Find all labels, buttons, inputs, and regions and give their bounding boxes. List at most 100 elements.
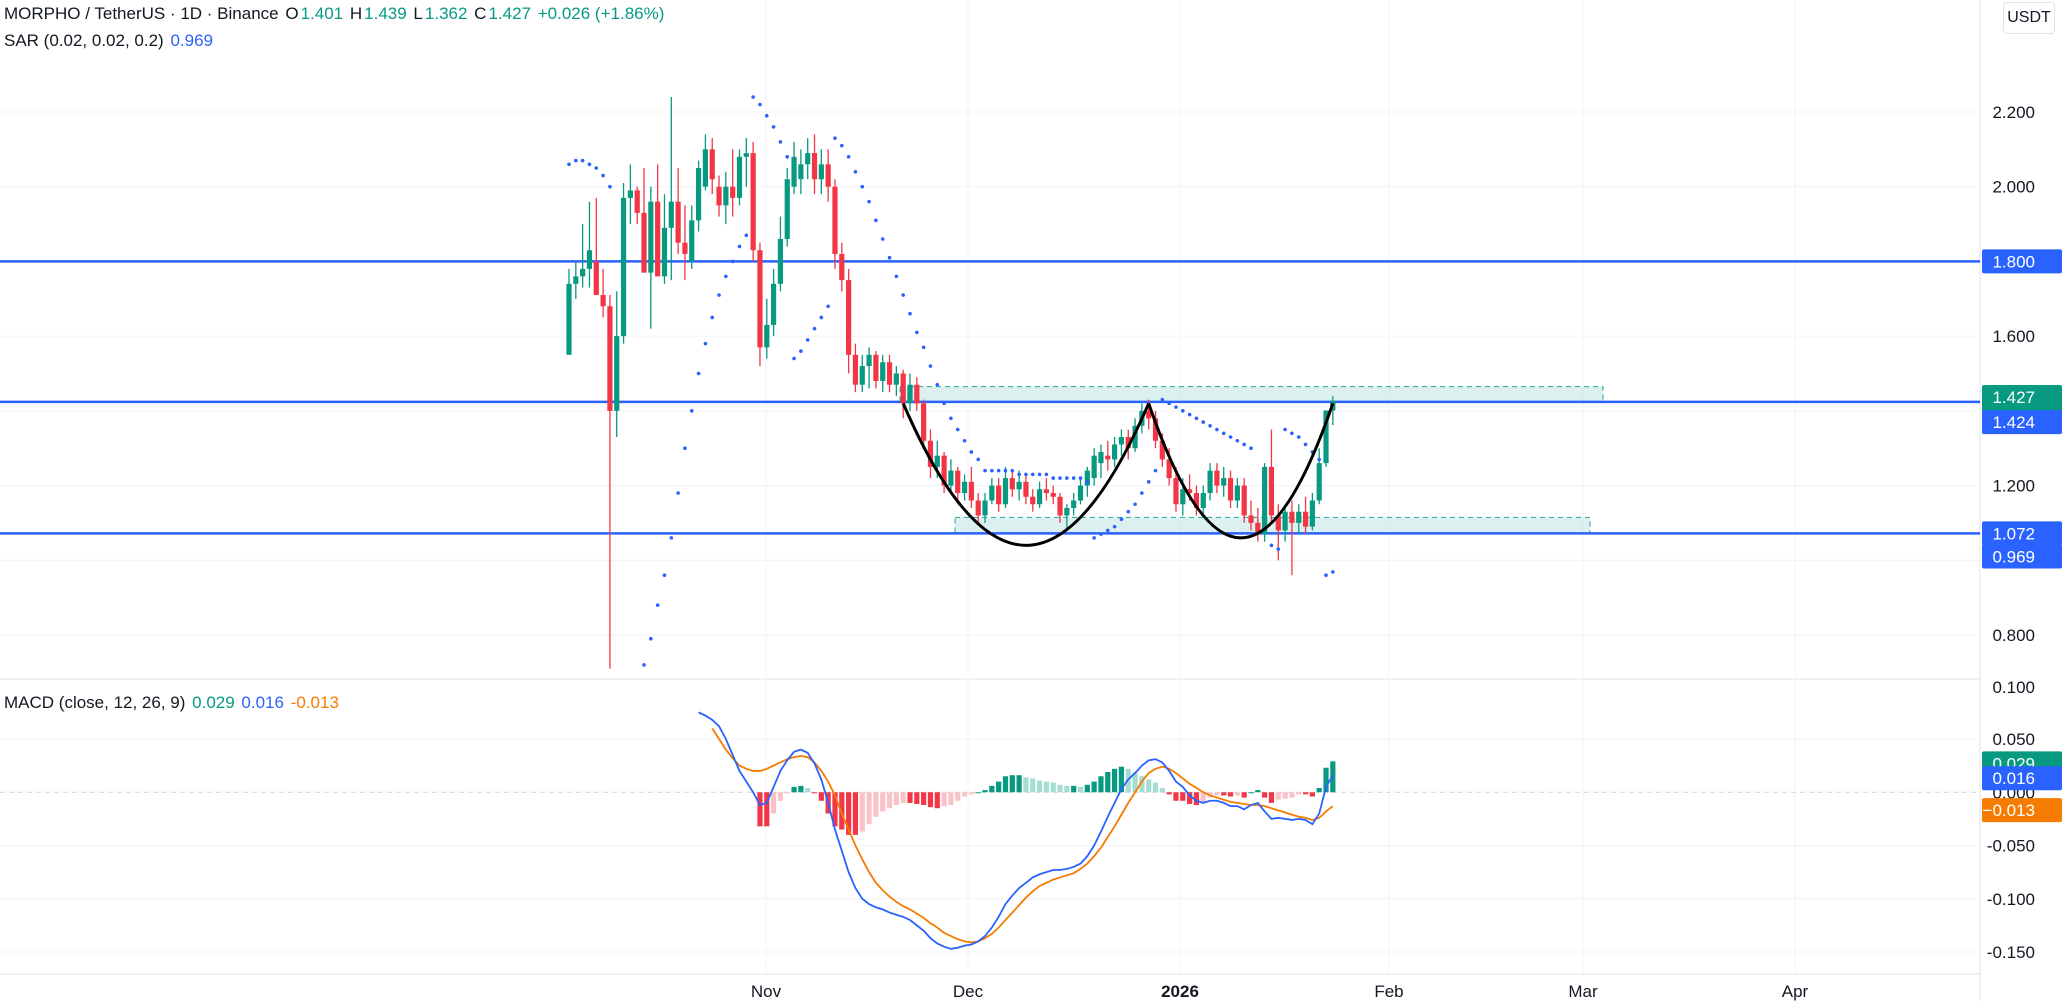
- candle-body: [620, 197, 627, 337]
- candle-body: [811, 153, 818, 180]
- macd-histogram-bar: [1180, 792, 1186, 801]
- open-key: O: [285, 4, 299, 23]
- sar-dot: [833, 136, 837, 140]
- candle-body: [900, 373, 906, 404]
- candle-body: [641, 212, 647, 273]
- macd-histogram-bar: [791, 786, 797, 793]
- candle-body: [1262, 466, 1268, 535]
- symbol-name[interactable]: MORPHO / TetherUS · 1D · Binance: [4, 4, 279, 23]
- candle-body: [1112, 444, 1118, 460]
- sar-dot: [1242, 442, 1246, 447]
- macd-histogram-bar: [1064, 785, 1070, 793]
- time-tick-label: Dec: [953, 982, 984, 1001]
- sar-dot: [751, 95, 755, 99]
- sar-dot: [594, 166, 599, 170]
- macd-diff-value: -0.013: [290, 693, 339, 712]
- macd-histogram-bar: [1296, 792, 1302, 795]
- macd-histogram-bar: [893, 792, 899, 806]
- candle-body: [818, 164, 824, 180]
- sar-dot: [730, 259, 735, 264]
- low-key: L: [413, 4, 423, 23]
- macd-legend[interactable]: MACD (close, 12, 26, 9) 0.029 0.016 -0.0…: [4, 693, 341, 713]
- macd-histogram-bar: [757, 792, 763, 827]
- candle-body: [1248, 515, 1254, 523]
- candle-body: [982, 500, 988, 516]
- sar-dot: [1024, 472, 1028, 477]
- candle-body: [1118, 437, 1125, 445]
- candle-body: [750, 153, 756, 251]
- macd-histogram-bar: [1166, 792, 1172, 795]
- sar-dot: [1133, 502, 1137, 507]
- candle-body: [593, 261, 599, 296]
- macd-histogram-bar: [886, 792, 893, 809]
- price-tick-label: 0.100: [1992, 678, 2035, 697]
- candle-body: [1098, 451, 1104, 464]
- sar-dot: [696, 371, 701, 376]
- macd-histogram-bar: [1091, 781, 1097, 793]
- sar-dot: [717, 293, 721, 297]
- candle-body: [975, 500, 981, 516]
- sar-dot: [969, 450, 974, 454]
- sar-dot: [703, 341, 708, 346]
- macd-value-text: 0.016: [1992, 769, 2035, 788]
- candle-body: [702, 149, 708, 187]
- candle-body: [1009, 478, 1015, 490]
- sar-dot: [669, 536, 674, 540]
- macd-value-badge: [1982, 766, 2062, 791]
- sar-dot: [764, 113, 769, 118]
- close-key: C: [474, 4, 487, 23]
- candle-body: [1227, 478, 1234, 501]
- sar-dot: [1112, 524, 1117, 529]
- sar-dot: [976, 457, 980, 462]
- macd-histogram-bar: [1234, 792, 1240, 796]
- candle-body: [893, 373, 899, 385]
- sar-dot: [710, 315, 715, 320]
- currency-button[interactable]: USDT: [2003, 2, 2055, 34]
- macd-histogram-bar: [989, 785, 995, 793]
- sar-dot: [799, 349, 803, 353]
- price-label-badge: [1982, 544, 2062, 569]
- candle-body: [1275, 515, 1281, 531]
- candle-body: [607, 306, 613, 411]
- macd-histogram-bar: [859, 792, 865, 832]
- sar-dot: [689, 409, 694, 413]
- sar-dot: [1160, 397, 1165, 402]
- macd-histogram-bar: [982, 790, 988, 793]
- sar-dot: [1037, 472, 1042, 477]
- sar-dot: [867, 199, 871, 204]
- open-value: 1.401: [300, 4, 344, 23]
- macd-histogram-bar: [1016, 775, 1022, 793]
- macd-histogram-bar: [1221, 792, 1227, 796]
- macd-histogram-bar: [866, 792, 872, 825]
- sar-dot: [1065, 476, 1069, 480]
- sar-legend[interactable]: SAR (0.02, 0.02, 0.2) 0.969: [4, 31, 215, 51]
- candle-body: [1152, 418, 1159, 441]
- candle-body: [948, 470, 954, 486]
- macd-histogram-bar: [811, 792, 818, 794]
- candle-body: [798, 164, 804, 180]
- sar-dot: [1269, 543, 1274, 548]
- candle-body: [586, 250, 593, 269]
- macd-histogram-bar: [764, 792, 770, 827]
- price-label-text: 1.072: [1992, 524, 2035, 543]
- candle-body: [1214, 470, 1220, 486]
- sar-dot: [1071, 476, 1076, 480]
- sar-value: 0.969: [170, 31, 213, 50]
- candle-body: [873, 354, 879, 381]
- macd-histogram-bar: [1262, 792, 1268, 798]
- macd-histogram-bar: [1009, 775, 1015, 793]
- change-value: +0.026 (+1.86%): [537, 4, 665, 23]
- macd-histogram-bar: [900, 792, 906, 803]
- macd-histogram-bar: [1030, 778, 1036, 793]
- candle-body: [668, 201, 674, 228]
- sar-dot: [1249, 446, 1253, 451]
- sar-dot: [792, 356, 796, 361]
- sar-dot: [1092, 536, 1096, 540]
- sar-dot: [1044, 472, 1049, 477]
- macd-histogram-bar: [771, 792, 777, 814]
- sar-dot: [1003, 468, 1008, 473]
- sar-dot: [580, 158, 585, 163]
- macd-histogram-bar: [1309, 792, 1315, 797]
